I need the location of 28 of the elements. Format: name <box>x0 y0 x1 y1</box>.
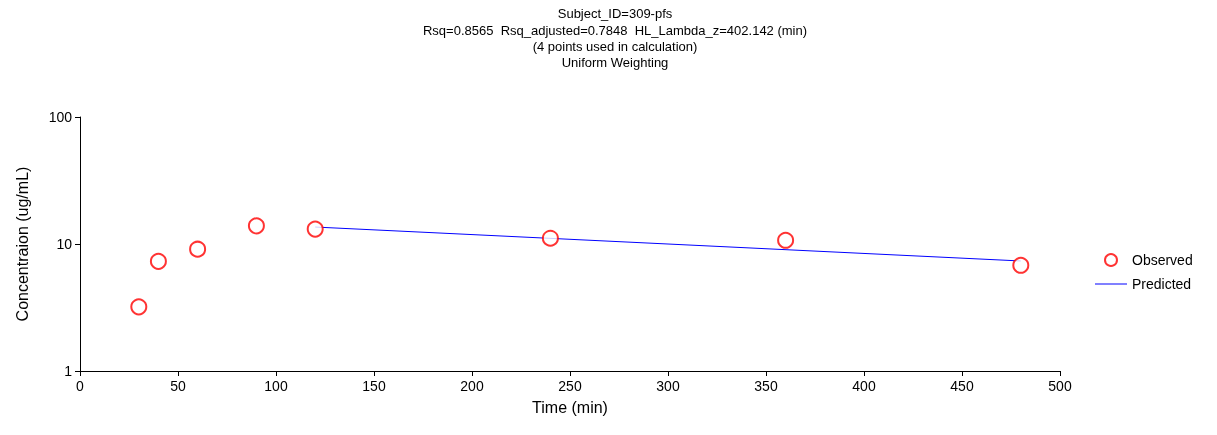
x-tick-label: 200 <box>460 378 484 394</box>
y-axis-title: Concentraion (ug/mL) <box>13 166 31 322</box>
y-tick-label: 10 <box>56 236 73 252</box>
y-tick-label: 1 <box>64 363 73 379</box>
x-tick-label: 300 <box>656 378 680 394</box>
point <box>130 298 148 316</box>
y-tick-label: 100 <box>48 109 73 125</box>
legend-label: Predicted <box>1132 276 1192 292</box>
point <box>149 252 167 270</box>
x-tick-label: 250 <box>558 378 582 394</box>
point <box>189 240 207 258</box>
x-tick-label: 400 <box>852 378 876 394</box>
x-tick-label: 50 <box>170 378 186 394</box>
point <box>777 231 795 249</box>
x-tick-label: 350 <box>754 378 778 394</box>
x-tick-label: 100 <box>264 378 288 394</box>
x-tick-label: 500 <box>1048 378 1072 394</box>
x-tick-label: 450 <box>950 378 974 394</box>
point <box>1012 256 1030 274</box>
legend-label: Observed <box>1132 252 1193 268</box>
chart-title: Subject_ID=309-pfs <box>557 6 673 21</box>
chart-subtitle: Rsq=0.8565 Rsq_adjusted=0.7848 HL_Lambda_z=402.142 (min) (4 points used in calculation) Uniform Weighting <box>422 22 808 70</box>
point <box>247 217 265 235</box>
x-axis-title: Time (min) <box>532 398 608 416</box>
point <box>306 220 324 238</box>
x-tick-label: 150 <box>362 378 386 394</box>
x-tick-label: 0 <box>76 378 85 394</box>
point <box>541 229 559 247</box>
